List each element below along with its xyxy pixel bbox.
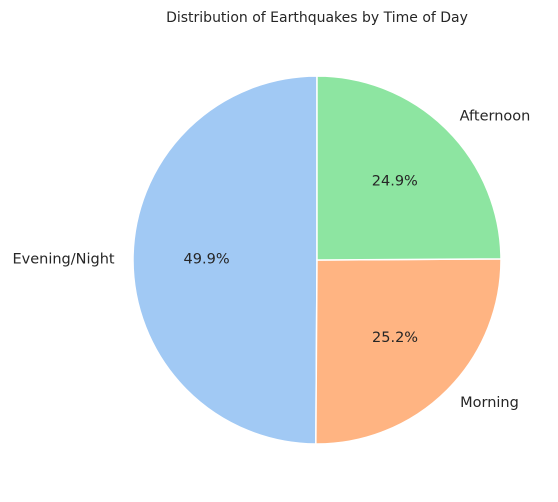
percent-label-morning: 25.2% — [372, 330, 418, 346]
pie-slice-morning — [315, 258, 502, 445]
slice-label-evening-night: Evening/Night — [12, 251, 114, 267]
percent-label-afternoon: 24.9% — [372, 174, 418, 190]
slice-label-afternoon: Afternoon — [460, 108, 531, 124]
pie-slice-evening-night — [132, 75, 318, 445]
slices-group — [132, 75, 502, 445]
slice-label-morning: Morning — [460, 395, 519, 411]
labels-group: 49.9% Evening/Night 25.2% Morning 24.9% After… — [12, 108, 530, 411]
percent-label-evening-night: 49.9% — [184, 252, 230, 268]
chart-title: Distribution of Earthquakes by Time of D… — [166, 10, 468, 26]
pie-slice-afternoon — [316, 75, 502, 261]
